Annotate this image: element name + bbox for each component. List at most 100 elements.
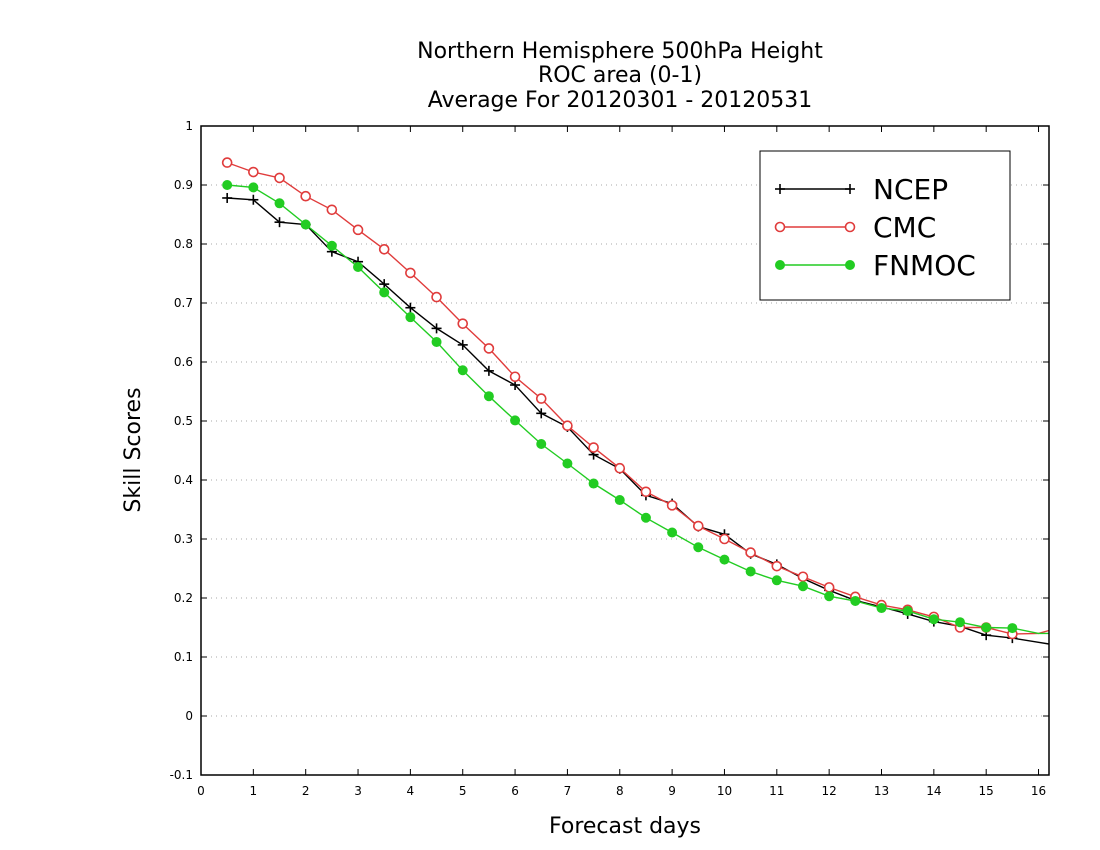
point-cmc xyxy=(823,582,835,593)
x-tick-label: 11 xyxy=(769,784,784,798)
legend-marker-right-ncep xyxy=(845,184,855,194)
x-tick-label: 4 xyxy=(407,784,415,798)
x-tick-label: 8 xyxy=(616,784,624,798)
point-ncep xyxy=(457,339,468,350)
point-fnmoc xyxy=(771,575,782,586)
point-fnmoc xyxy=(326,240,337,251)
x-tick-label: 0 xyxy=(197,784,205,798)
point-fnmoc xyxy=(1007,623,1018,634)
y-tick-label: 0.5 xyxy=(174,414,193,428)
title-line-3: Average For 20120301 - 20120531 xyxy=(428,88,813,113)
legend-label-ncep: NCEP xyxy=(873,173,948,206)
x-axis-label: Forecast days xyxy=(549,814,701,839)
point-fnmoc xyxy=(719,554,730,565)
chart-title: Northern Hemisphere 500hPa Height ROC ar… xyxy=(417,39,823,113)
point-fnmoc xyxy=(222,180,233,190)
point-fnmoc xyxy=(379,287,390,298)
point-fnmoc xyxy=(405,312,416,323)
point-fnmoc xyxy=(981,622,992,633)
point-fnmoc xyxy=(300,219,311,230)
legend-marker-left-fnmoc xyxy=(775,260,785,270)
x-tick-label: 15 xyxy=(979,784,994,798)
point-fnmoc xyxy=(562,458,573,469)
y-tick-label: 0.8 xyxy=(174,237,193,251)
point-cmc xyxy=(378,244,390,255)
y-tick-label: 1 xyxy=(185,119,193,133)
point-ncep xyxy=(483,365,494,376)
x-tick-label: 10 xyxy=(717,784,732,798)
point-ncep xyxy=(405,302,416,313)
point-fnmoc xyxy=(745,566,756,577)
title-line-1: Northern Hemisphere 500hPa Height xyxy=(417,39,823,64)
point-fnmoc xyxy=(457,365,468,376)
point-ncep xyxy=(222,192,233,203)
point-cmc xyxy=(745,547,756,558)
point-fnmoc xyxy=(614,495,625,506)
legend-marker-right-cmc xyxy=(844,221,856,233)
point-cmc xyxy=(221,157,233,168)
point-fnmoc xyxy=(640,512,651,523)
x-tick-label: 3 xyxy=(354,784,362,798)
y-tick-label: 0 xyxy=(185,709,193,723)
y-tick-label: 0.3 xyxy=(174,532,193,546)
legend-marker-left-cmc xyxy=(774,221,786,233)
x-tick-label: 9 xyxy=(668,784,676,798)
point-cmc xyxy=(274,172,285,184)
point-cmc xyxy=(588,442,599,453)
legend-marker-right-fnmoc xyxy=(845,260,855,270)
point-ncep xyxy=(536,408,547,419)
point-cmc xyxy=(300,190,311,202)
legend: NCEP CMC FNMOC xyxy=(759,150,1011,301)
point-cmc xyxy=(640,486,652,498)
point-fnmoc xyxy=(588,478,599,489)
x-axis-ticks: 0 1 2 3 4 5 6 7 8 9 10 11 12 13 14 15 16 xyxy=(197,126,1046,798)
x-tick-label: 12 xyxy=(822,784,837,798)
y-tick-label: 0.2 xyxy=(174,591,193,605)
point-cmc xyxy=(248,166,259,178)
point-ncep xyxy=(248,194,259,205)
x-tick-label: 2 xyxy=(302,784,310,798)
point-fnmoc xyxy=(536,439,547,450)
point-ncep xyxy=(274,217,285,228)
x-tick-label: 13 xyxy=(874,784,889,798)
y-tick-label: -0.1 xyxy=(170,768,193,782)
point-ncep xyxy=(431,323,442,334)
title-line-2: ROC area (0-1) xyxy=(538,63,702,88)
x-tick-label: 6 xyxy=(511,784,519,798)
point-fnmoc xyxy=(510,415,521,426)
point-fnmoc xyxy=(431,336,442,347)
y-axis-label: Skill Scores xyxy=(121,387,146,512)
point-cmc xyxy=(405,267,416,279)
point-cmc xyxy=(457,318,469,329)
point-fnmoc xyxy=(667,527,678,538)
legend-label-fnmoc: FNMOC xyxy=(873,249,976,282)
point-cmc xyxy=(562,420,573,432)
point-fnmoc xyxy=(824,591,835,602)
legend-label-cmc: CMC xyxy=(873,211,936,244)
point-cmc xyxy=(666,500,678,511)
legend-box xyxy=(759,150,1011,301)
point-cmc xyxy=(535,393,547,404)
plot-area-frame xyxy=(200,125,1050,776)
point-fnmoc xyxy=(876,603,887,614)
y-tick-label: 0.7 xyxy=(174,296,193,310)
point-cmc xyxy=(692,520,704,532)
x-tick-label: 16 xyxy=(1031,784,1046,798)
point-cmc xyxy=(771,560,783,572)
plot-series xyxy=(221,157,1050,645)
point-cmc xyxy=(614,462,626,474)
point-fnmoc xyxy=(353,262,364,273)
x-tick-label: 14 xyxy=(926,784,941,798)
point-cmc xyxy=(352,224,364,236)
point-cmc xyxy=(719,533,730,545)
point-cmc xyxy=(431,291,442,303)
point-fnmoc xyxy=(274,198,285,209)
point-fnmoc xyxy=(850,595,861,606)
x-tick-label: 1 xyxy=(250,784,258,798)
point-fnmoc xyxy=(248,182,259,193)
point-fnmoc xyxy=(693,542,704,553)
legend-marker-left-ncep xyxy=(775,184,785,194)
point-fnmoc xyxy=(797,581,808,592)
